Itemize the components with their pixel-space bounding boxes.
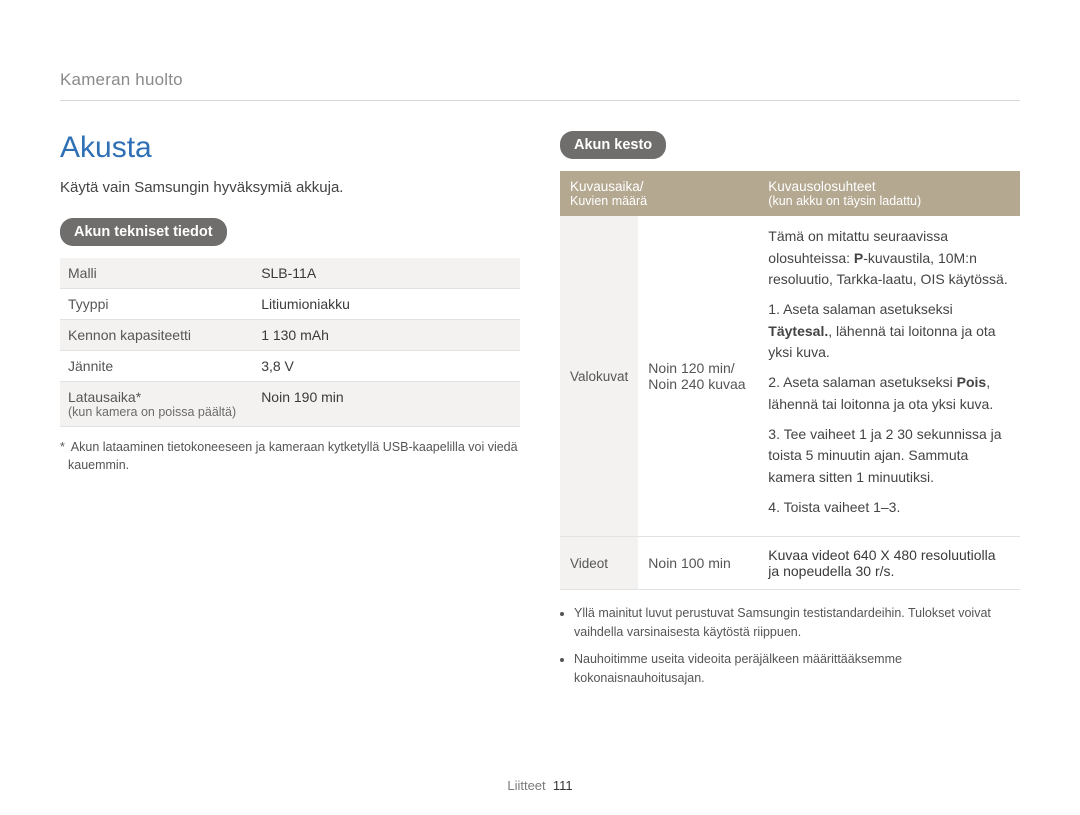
duration-heading-pill: Akun kesto (560, 131, 666, 159)
spec-key: Tyyppi (60, 289, 253, 320)
right-column: Akun kesto Kuvausaika/ Kuvien määrä Kuva… (560, 131, 1020, 695)
cond-bold: Täytesal. (768, 323, 828, 339)
table-row: Latausaika* (kun kamera on poissa päältä… (60, 382, 520, 427)
row-label-videos: Videot (560, 537, 638, 590)
th-text: Kuvausolosuhteet (768, 179, 875, 194)
table-header-row: Kuvausaika/ Kuvien määrä Kuvausolosuhtee… (560, 171, 1020, 216)
cond-step: 3. Tee vaiheet 1 ja 2 30 sekunnissa ja t… (768, 424, 1010, 489)
spec-val: 3,8 V (253, 351, 520, 382)
spec-key: Jännite (60, 351, 253, 382)
spec-key: Kennon kapasiteetti (60, 320, 253, 351)
table-row: Valokuvat Noin 120 min/ Noin 240 kuvaa T… (560, 216, 1020, 537)
table-row: Jännite 3,8 V (60, 351, 520, 382)
dur-line: Noin 240 kuvaa (648, 376, 745, 392)
note-item: Yllä mainitut luvut perustuvat Samsungin… (574, 604, 1020, 642)
th-right: Kuvausolosuhteet (kun akku on täysin lad… (758, 171, 1020, 216)
two-column-layout: Akusta Käytä vain Samsungin hyväksymiä a… (60, 131, 1020, 695)
left-column: Akusta Käytä vain Samsungin hyväksymiä a… (60, 131, 520, 695)
spec-key-text: Malli (68, 265, 97, 281)
note-item: Nauhoitimme useita videoita peräjälkeen … (574, 650, 1020, 688)
spec-val: 1 130 mAh (253, 320, 520, 351)
table-row: Malli SLB-11A (60, 258, 520, 289)
table-row: Videot Noin 100 min Kuvaa videot 640 X 4… (560, 537, 1020, 590)
spec-key: Malli (60, 258, 253, 289)
th-text: Kuvausaika/ (570, 179, 644, 194)
cond-step: 4. Toista vaiheet 1–3. (768, 497, 1010, 519)
conditions-table: Kuvausaika/ Kuvien määrä Kuvausolosuhtee… (560, 171, 1020, 590)
th-sub: (kun akku on täysin ladattu) (768, 194, 1010, 208)
cond-step: 2. Aseta salaman asetukseksi Pois, lähen… (768, 372, 1010, 415)
page-number: 111 (553, 778, 573, 793)
breadcrumb: Kameran huolto (60, 70, 1020, 90)
program-mode-icon: P (854, 250, 863, 266)
spec-key-text: Kennon kapasiteetti (68, 327, 191, 343)
cond-text: 1. Aseta salaman asetukseksi (768, 301, 952, 317)
spec-val: Litiumioniakku (253, 289, 520, 320)
spec-key-text: Tyyppi (68, 296, 108, 312)
videos-conditions: Kuvaa videot 640 X 480 resoluutiolla ja … (758, 537, 1020, 590)
photos-duration: Noin 120 min/ Noin 240 kuvaa (638, 216, 758, 537)
intro-text: Käytä vain Samsungin hyväksymiä akkuja. (60, 179, 520, 196)
cond-text: 2. Aseta salaman asetukseksi (768, 374, 956, 390)
cond-intro: Tämä on mitattu seuraavissa olosuhteissa… (768, 226, 1010, 291)
row-label-photos: Valokuvat (560, 216, 638, 537)
divider (60, 100, 1020, 101)
spec-table: Malli SLB-11A Tyyppi Litiumioniakku Kenn… (60, 258, 520, 427)
conditions-list: Tämä on mitattu seuraavissa olosuhteissa… (768, 226, 1010, 518)
page-title: Akusta (60, 131, 520, 165)
dur-line: Noin 120 min/ (648, 360, 734, 376)
cond-bold: Pois (957, 374, 987, 390)
spec-key-text: Jännite (68, 358, 113, 374)
table-row: Kennon kapasiteetti 1 130 mAh (60, 320, 520, 351)
th-left: Kuvausaika/ Kuvien määrä (560, 171, 758, 216)
page-footer: Liitteet 111 (0, 778, 1080, 793)
footer-label: Liitteet (507, 778, 545, 793)
photos-conditions: Tämä on mitattu seuraavissa olosuhteissa… (758, 216, 1020, 537)
footnote-text: Akun lataaminen tietokoneeseen ja kamera… (68, 440, 518, 472)
spec-val: Noin 190 min (253, 382, 520, 427)
manual-page: Kameran huolto Akusta Käytä vain Samsung… (0, 0, 1080, 815)
spec-key: Latausaika* (kun kamera on poissa päältä… (60, 382, 253, 427)
cond-step: 1. Aseta salaman asetukseksi Täytesal., … (768, 299, 1010, 364)
videos-duration: Noin 100 min (638, 537, 758, 590)
asterisk-icon: * (60, 439, 68, 457)
spec-key-sub: (kun kamera on poissa päältä) (68, 405, 245, 419)
spec-footnote: * Akun lataaminen tietokoneeseen ja kame… (60, 439, 520, 474)
th-sub: Kuvien määrä (570, 194, 748, 208)
spec-heading-pill: Akun tekniset tiedot (60, 218, 227, 246)
spec-val: SLB-11A (253, 258, 520, 289)
notes-list: Yllä mainitut luvut perustuvat Samsungin… (560, 604, 1020, 687)
table-row: Tyyppi Litiumioniakku (60, 289, 520, 320)
spec-key-text: Latausaika* (68, 389, 141, 405)
